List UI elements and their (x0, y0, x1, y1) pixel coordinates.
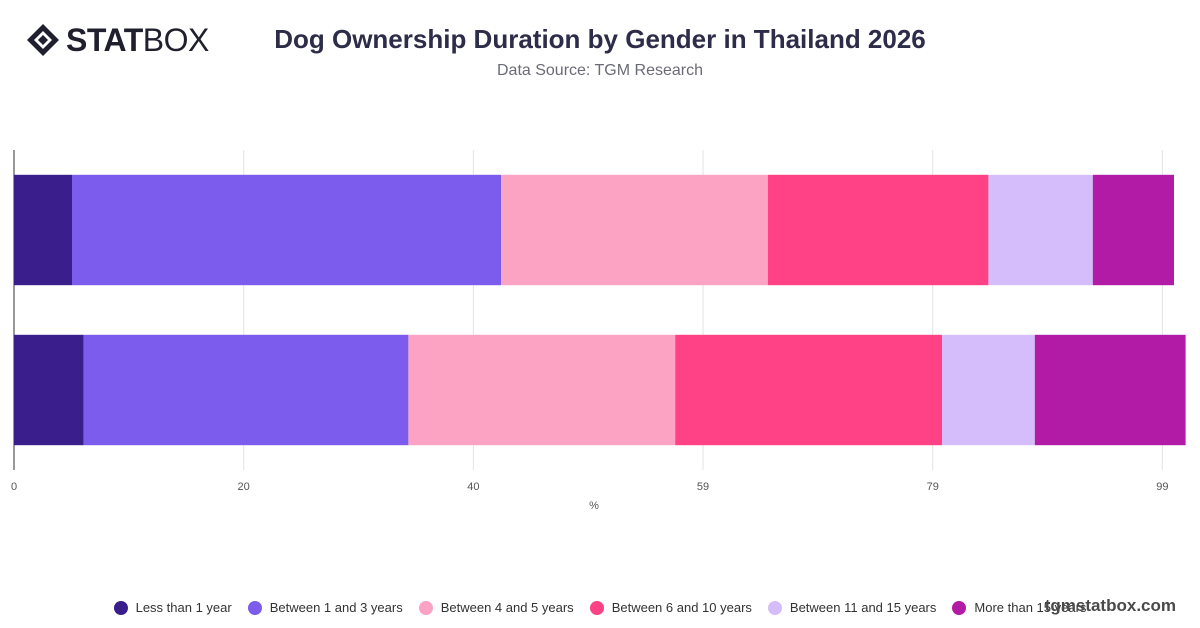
x-tick-label: 99 (1156, 481, 1168, 493)
stacked-bar-chart: 0 20 40 59 79 99% (11, 150, 1186, 512)
legend-swatch (418, 600, 433, 615)
legend-swatch (952, 600, 967, 615)
diamond-logo-icon (27, 24, 59, 56)
bar-segment (1034, 334, 1186, 446)
watermark: tgmstatbox.com (1044, 596, 1176, 615)
x-tick-label: 40 (467, 481, 479, 493)
bar-segment (72, 174, 502, 286)
bar-segment (675, 334, 942, 446)
legend-item[interactable]: Between 1 and 3 years (247, 600, 403, 615)
legend-item[interactable]: Between 11 and 15 years (767, 600, 937, 615)
chart-legend: Less than 1 year Between 1 and 3 years Bet… (0, 600, 1200, 615)
bar-segment (501, 174, 768, 286)
legend-swatch (113, 600, 128, 615)
bar-segment (408, 334, 676, 446)
legend-label: Between 11 and 15 years (789, 600, 937, 615)
bar-segment (988, 174, 1093, 286)
bar-segment (942, 334, 1035, 446)
x-tick-label: 79 (927, 481, 939, 493)
legend-swatch (247, 600, 262, 615)
bar-segment (14, 174, 72, 286)
x-tick-label: 20 (238, 481, 250, 493)
legend-item[interactable]: Less than 1 year (113, 600, 232, 615)
legend-item[interactable]: Between 6 and 10 years (589, 600, 752, 615)
legend-item[interactable]: Between 4 and 5 years (418, 600, 574, 615)
legend-item[interactable]: More than 15 years (952, 600, 1086, 615)
legend-swatch (589, 600, 604, 615)
bar-segment (1092, 174, 1174, 286)
bar-segment (14, 334, 84, 446)
logo-text-bold: STAT (66, 22, 143, 58)
legend-swatch (767, 600, 782, 615)
legend-label: Less than 1 year (135, 600, 232, 615)
chart-title: Dog Ownership Duration by Gender in Thai… (274, 24, 926, 54)
x-tick-label: 0 (11, 481, 17, 493)
logo-text-light: BOX (142, 22, 210, 58)
statbox-logo: STATBOX (26, 22, 209, 58)
legend-label: Between 6 and 10 years (611, 600, 752, 615)
logo-text: STATBOX (66, 22, 209, 58)
legend-label: More than 15 years (974, 600, 1087, 615)
chart-subtitle: Data Source: TGM Research (496, 62, 703, 79)
legend-label: Between 1 and 3 years (269, 600, 403, 615)
bar-segment (83, 334, 409, 446)
legend-label: Between 4 and 5 years (440, 600, 574, 615)
x-tick-label: 59 (697, 481, 709, 493)
bar-segment (768, 174, 989, 286)
x-axis-label: % (589, 500, 599, 512)
